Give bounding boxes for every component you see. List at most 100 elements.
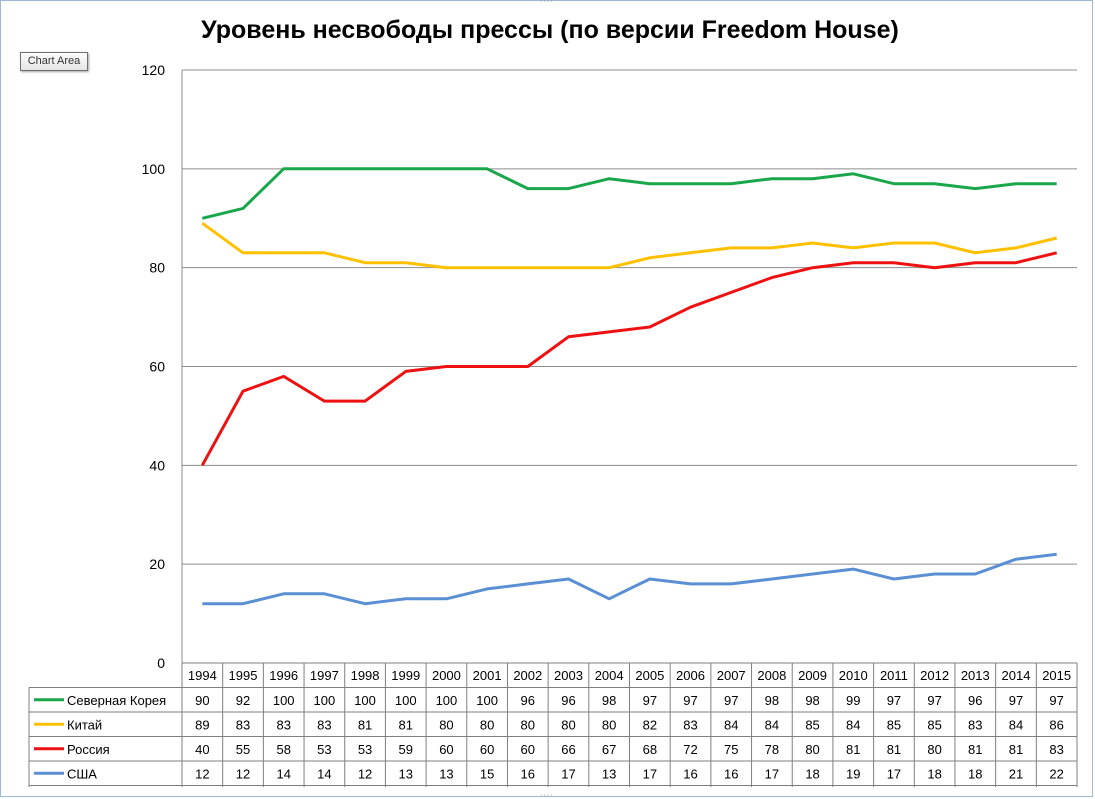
table-value: 81 bbox=[399, 717, 413, 732]
x-category-label: 2005 bbox=[635, 668, 664, 683]
x-category-label: 1999 bbox=[391, 668, 420, 683]
table-value: 82 bbox=[643, 717, 657, 732]
table-value: 78 bbox=[765, 742, 779, 757]
table-value: 40 bbox=[195, 742, 209, 757]
table-value: 84 bbox=[724, 717, 738, 732]
table-value: 81 bbox=[846, 742, 860, 757]
table-value: 100 bbox=[314, 693, 336, 708]
y-tick-label: 0 bbox=[157, 655, 165, 671]
table-value: 100 bbox=[354, 693, 376, 708]
table-value: 75 bbox=[724, 742, 738, 757]
x-category-label: 2001 bbox=[473, 668, 502, 683]
x-category-label: 2000 bbox=[432, 668, 461, 683]
table-value: 55 bbox=[236, 742, 250, 757]
table-value: 13 bbox=[602, 766, 616, 781]
table-value: 80 bbox=[805, 742, 819, 757]
table-value: 60 bbox=[521, 742, 535, 757]
table-value: 96 bbox=[561, 693, 575, 708]
table-value: 96 bbox=[968, 693, 982, 708]
table-value: 17 bbox=[887, 766, 901, 781]
table-value: 97 bbox=[887, 693, 901, 708]
x-category-label: 1995 bbox=[229, 668, 258, 683]
table-value: 83 bbox=[683, 717, 697, 732]
x-category-label: 2008 bbox=[757, 668, 786, 683]
table-value: 81 bbox=[1009, 742, 1023, 757]
table-value: 14 bbox=[276, 766, 290, 781]
table-value: 97 bbox=[1049, 693, 1063, 708]
table-value: 21 bbox=[1009, 766, 1023, 781]
table-value: 60 bbox=[480, 742, 494, 757]
table-value: 80 bbox=[561, 717, 575, 732]
x-category-label: 2014 bbox=[1002, 668, 1031, 683]
table-value: 98 bbox=[805, 693, 819, 708]
x-category-label: 1994 bbox=[188, 668, 217, 683]
table-value: 83 bbox=[1049, 742, 1063, 757]
table-value: 84 bbox=[846, 717, 860, 732]
series-line bbox=[202, 552, 1057, 606]
table-value: 80 bbox=[480, 717, 494, 732]
table-value: 80 bbox=[439, 717, 453, 732]
x-category-label: 2015 bbox=[1042, 668, 1071, 683]
table-value: 100 bbox=[436, 693, 458, 708]
table-value: 100 bbox=[273, 693, 295, 708]
table-value: 85 bbox=[805, 717, 819, 732]
table-value: 53 bbox=[358, 742, 372, 757]
table-value: 22 bbox=[1049, 766, 1063, 781]
table-value: 67 bbox=[602, 742, 616, 757]
y-tick-label: 100 bbox=[142, 161, 166, 177]
table-value: 85 bbox=[927, 717, 941, 732]
table-value: 18 bbox=[927, 766, 941, 781]
table-value: 97 bbox=[643, 693, 657, 708]
table-value: 100 bbox=[476, 693, 498, 708]
table-value: 16 bbox=[724, 766, 738, 781]
table-value: 100 bbox=[395, 693, 417, 708]
table-value: 97 bbox=[927, 693, 941, 708]
x-category-label: 2011 bbox=[880, 668, 908, 683]
table-value: 17 bbox=[765, 766, 779, 781]
x-category-label: 2003 bbox=[554, 668, 583, 683]
table-value: 60 bbox=[439, 742, 453, 757]
x-category-label: 1997 bbox=[310, 668, 339, 683]
legend-entry: Северная Корея bbox=[67, 693, 166, 708]
table-value: 80 bbox=[602, 717, 616, 732]
table-value: 13 bbox=[439, 766, 453, 781]
chart-area-tooltip: Chart Area bbox=[20, 52, 88, 71]
table-value: 59 bbox=[399, 742, 413, 757]
table-value: 89 bbox=[195, 717, 209, 732]
table-value: 53 bbox=[317, 742, 331, 757]
table-value: 86 bbox=[1049, 717, 1063, 732]
x-category-label: 2010 bbox=[839, 668, 868, 683]
chart-title: Уровень несвободы прессы (по версии Free… bbox=[201, 16, 899, 44]
table-value: 97 bbox=[683, 693, 697, 708]
table-value: 12 bbox=[236, 766, 250, 781]
x-category-label: 2009 bbox=[798, 668, 827, 683]
table-value: 72 bbox=[683, 742, 697, 757]
x-category-label: 1998 bbox=[351, 668, 380, 683]
resize-handle-top[interactable]: ···· bbox=[540, 0, 554, 5]
table-value: 99 bbox=[846, 693, 860, 708]
resize-handle-bottom[interactable]: ···· bbox=[540, 792, 554, 799]
table-value: 66 bbox=[561, 742, 575, 757]
table-value: 90 bbox=[195, 693, 209, 708]
table-value: 12 bbox=[358, 766, 372, 781]
table-value: 84 bbox=[1009, 717, 1023, 732]
table-value: 17 bbox=[643, 766, 657, 781]
table-value: 80 bbox=[521, 717, 535, 732]
x-category-label: 2012 bbox=[920, 668, 949, 683]
table-value: 98 bbox=[602, 693, 616, 708]
table-value: 58 bbox=[276, 742, 290, 757]
table-value: 83 bbox=[276, 717, 290, 732]
legend-entry: Китай bbox=[67, 717, 102, 732]
table-value: 85 bbox=[887, 717, 901, 732]
legend-entry: Россия bbox=[67, 742, 110, 757]
table-value: 92 bbox=[236, 693, 250, 708]
table-value: 15 bbox=[480, 766, 494, 781]
series-line bbox=[200, 251, 1058, 467]
y-tick-label: 80 bbox=[149, 260, 165, 276]
x-category-label: 2007 bbox=[717, 668, 746, 683]
table-value: 83 bbox=[968, 717, 982, 732]
table-value: 68 bbox=[643, 742, 657, 757]
x-category-label: 2013 bbox=[961, 668, 990, 683]
